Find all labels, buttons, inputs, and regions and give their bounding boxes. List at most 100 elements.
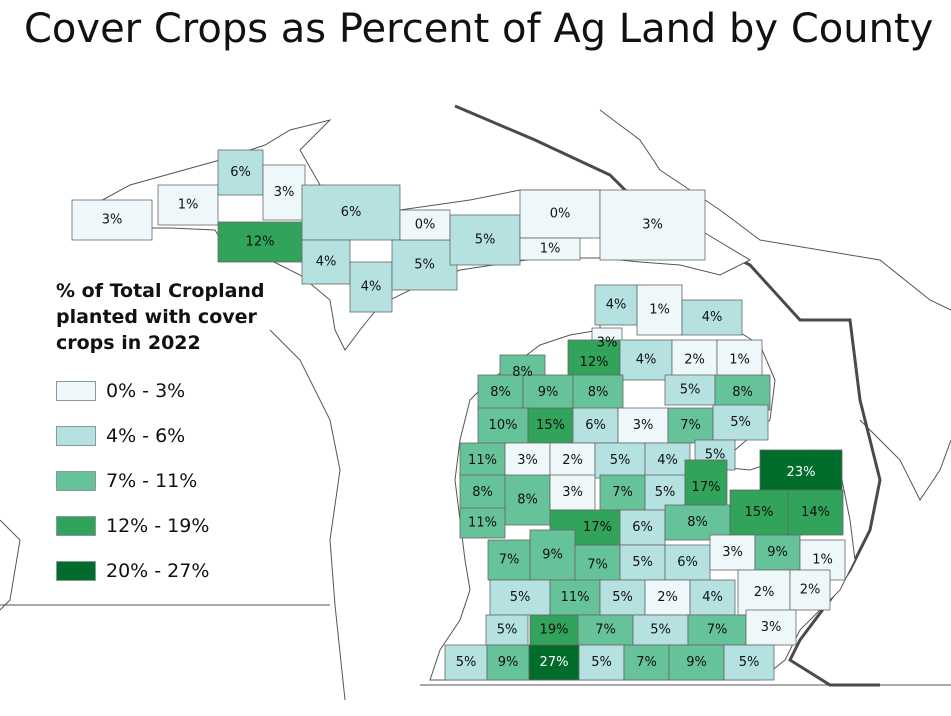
county-value-label: 12% — [246, 235, 275, 250]
ontario-shoreline-east — [859, 419, 951, 501]
county-value-label: 2% — [562, 453, 583, 468]
county-value-label: 9% — [538, 385, 559, 400]
county-value-label: 6% — [341, 205, 362, 220]
county-value-label: 5% — [475, 233, 496, 248]
legend-swatch — [56, 470, 96, 491]
county-value-label: 11% — [468, 453, 497, 468]
county-shape — [789, 569, 831, 611]
county-value-label: 3% — [597, 336, 618, 351]
county-shape — [636, 284, 683, 336]
county-value-label: 3% — [761, 620, 782, 635]
county-shape — [745, 609, 797, 646]
county-value-label: 7% — [612, 485, 633, 500]
county-shape — [301, 184, 401, 241]
county-value-label: 5% — [497, 623, 518, 638]
county-shape — [787, 489, 844, 536]
county-value-label: 3% — [102, 213, 123, 228]
county-shape — [549, 474, 596, 511]
county-value-label: 0% — [415, 218, 436, 233]
county-shape — [157, 184, 219, 226]
county-value-label: 6% — [632, 520, 653, 535]
county-value-label: 2% — [800, 583, 821, 598]
county-shape — [644, 442, 691, 479]
county-value-label: 8% — [490, 385, 511, 400]
county-shape — [71, 199, 153, 241]
county-value-label: 6% — [585, 418, 606, 433]
county-value-label: 8% — [588, 385, 609, 400]
county-shape — [399, 209, 451, 241]
county-value-label: 3% — [722, 545, 743, 560]
county-value-label: 0% — [550, 207, 571, 222]
county-value-label: 5% — [730, 415, 751, 430]
county-value-label: 5% — [739, 655, 760, 670]
county-shape — [599, 189, 706, 261]
ontario-shoreline — [599, 109, 951, 311]
county-value-label: 5% — [632, 555, 653, 570]
county-value-label: 9% — [767, 545, 788, 560]
county-value-label: 7% — [680, 418, 701, 433]
county-value-label: 4% — [636, 353, 657, 368]
international-boundary — [454, 104, 882, 687]
legend-item-7-11: 7% - 11% — [56, 458, 316, 503]
county-shape — [486, 644, 530, 681]
legend-label: 12% - 19% — [106, 514, 210, 537]
county-shape — [459, 507, 506, 539]
county-shape — [599, 579, 646, 616]
county-value-label: 4% — [702, 310, 723, 325]
legend-label: 0% - 3% — [106, 379, 186, 402]
county-shape — [522, 374, 574, 411]
county-shape — [504, 442, 551, 479]
county-value-label: 14% — [801, 505, 830, 520]
legend-swatch — [56, 425, 96, 446]
county-shape — [644, 579, 691, 616]
county-shape — [759, 449, 843, 496]
county-value-label: 7% — [587, 558, 608, 573]
county-value-label: 12% — [580, 355, 609, 370]
county-shape — [349, 261, 393, 313]
county-shape — [549, 579, 601, 616]
county-value-label: 1% — [178, 198, 199, 213]
county-value-label: 15% — [745, 505, 774, 520]
county-value-label: 8% — [732, 385, 753, 400]
county-value-label: 2% — [754, 585, 775, 600]
county-shape — [594, 442, 646, 479]
county-value-label: 7% — [499, 553, 520, 568]
county-value-label: 6% — [677, 555, 698, 570]
county-shape — [714, 374, 771, 411]
county-shape — [217, 221, 303, 263]
county-value-label: 5% — [612, 590, 633, 605]
legend-swatch — [56, 515, 96, 536]
county-shape — [729, 489, 789, 536]
legend-item-4-6: 4% - 6% — [56, 413, 316, 458]
county-value-label: 7% — [636, 655, 657, 670]
county-value-label: 5% — [610, 453, 631, 468]
county-value-label: 9% — [498, 655, 519, 670]
county-shape — [644, 474, 686, 511]
county-shape — [574, 544, 621, 586]
county-value-label: 4% — [657, 453, 678, 468]
county-shape — [578, 644, 625, 681]
map-title: Cover Crops as Percent of Ag Land by Cou… — [24, 6, 934, 52]
legend-label: 7% - 11% — [106, 469, 198, 492]
county-value-label: 1% — [649, 303, 670, 318]
county-value-label: 23% — [787, 465, 816, 480]
county-value-label: 9% — [542, 548, 563, 563]
county-labels: 3% 1% 6% 3% 12% 6% 4% 4% 5% 0% 5% 0% 1% 3% 4% 1% 4% 3% 12%… — [102, 165, 833, 670]
county-shape — [632, 614, 689, 646]
county-value-label: 6% — [230, 165, 251, 180]
legend-swatch — [56, 380, 96, 401]
county-shape — [681, 299, 743, 336]
county-shape — [477, 374, 524, 411]
county-value-label: 10% — [489, 418, 518, 433]
county-shape — [689, 579, 736, 616]
county-value-label: 5% — [655, 485, 676, 500]
county-value-label: 1% — [729, 353, 750, 368]
county-shape — [519, 189, 601, 239]
lake-michigan-west-shore — [269, 329, 346, 701]
county-shape — [623, 644, 670, 681]
county-shape — [664, 504, 731, 541]
county-shape — [712, 404, 769, 441]
county-value-label: 7% — [707, 623, 728, 638]
county-shape — [485, 614, 529, 646]
